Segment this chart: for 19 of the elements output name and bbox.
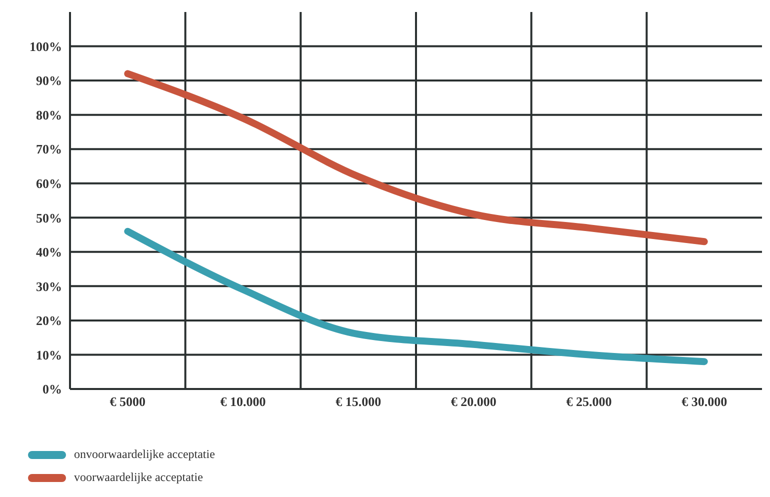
x-tick-label: € 15.000 (336, 394, 382, 410)
x-tick-label: € 25.000 (566, 394, 612, 410)
y-tick-label: 60% (36, 176, 62, 191)
legend-label: voorwaardelijke acceptatie (74, 470, 203, 485)
y-tick-label: 10% (36, 347, 62, 362)
x-tick-label: € 30.000 (682, 394, 728, 410)
x-tick-label: € 5000 (110, 394, 146, 410)
x-tick-label: € 20.000 (450, 394, 496, 410)
y-tick-label: 40% (36, 244, 62, 260)
y-tick-label: 100% (30, 38, 62, 54)
y-tick-label: 30% (36, 278, 62, 294)
y-tick-label: 90% (36, 73, 62, 88)
y-tick-label: 50% (36, 210, 62, 226)
y-tick-label: 70% (36, 142, 62, 157)
y-tick-label: 0% (42, 382, 62, 397)
x-tick-label: € 10.000 (220, 394, 266, 410)
y-tick-label: 20% (36, 313, 62, 328)
legend-label: onvoorwaardelijke acceptatie (74, 447, 215, 462)
y-tick-label: 80% (36, 107, 62, 122)
